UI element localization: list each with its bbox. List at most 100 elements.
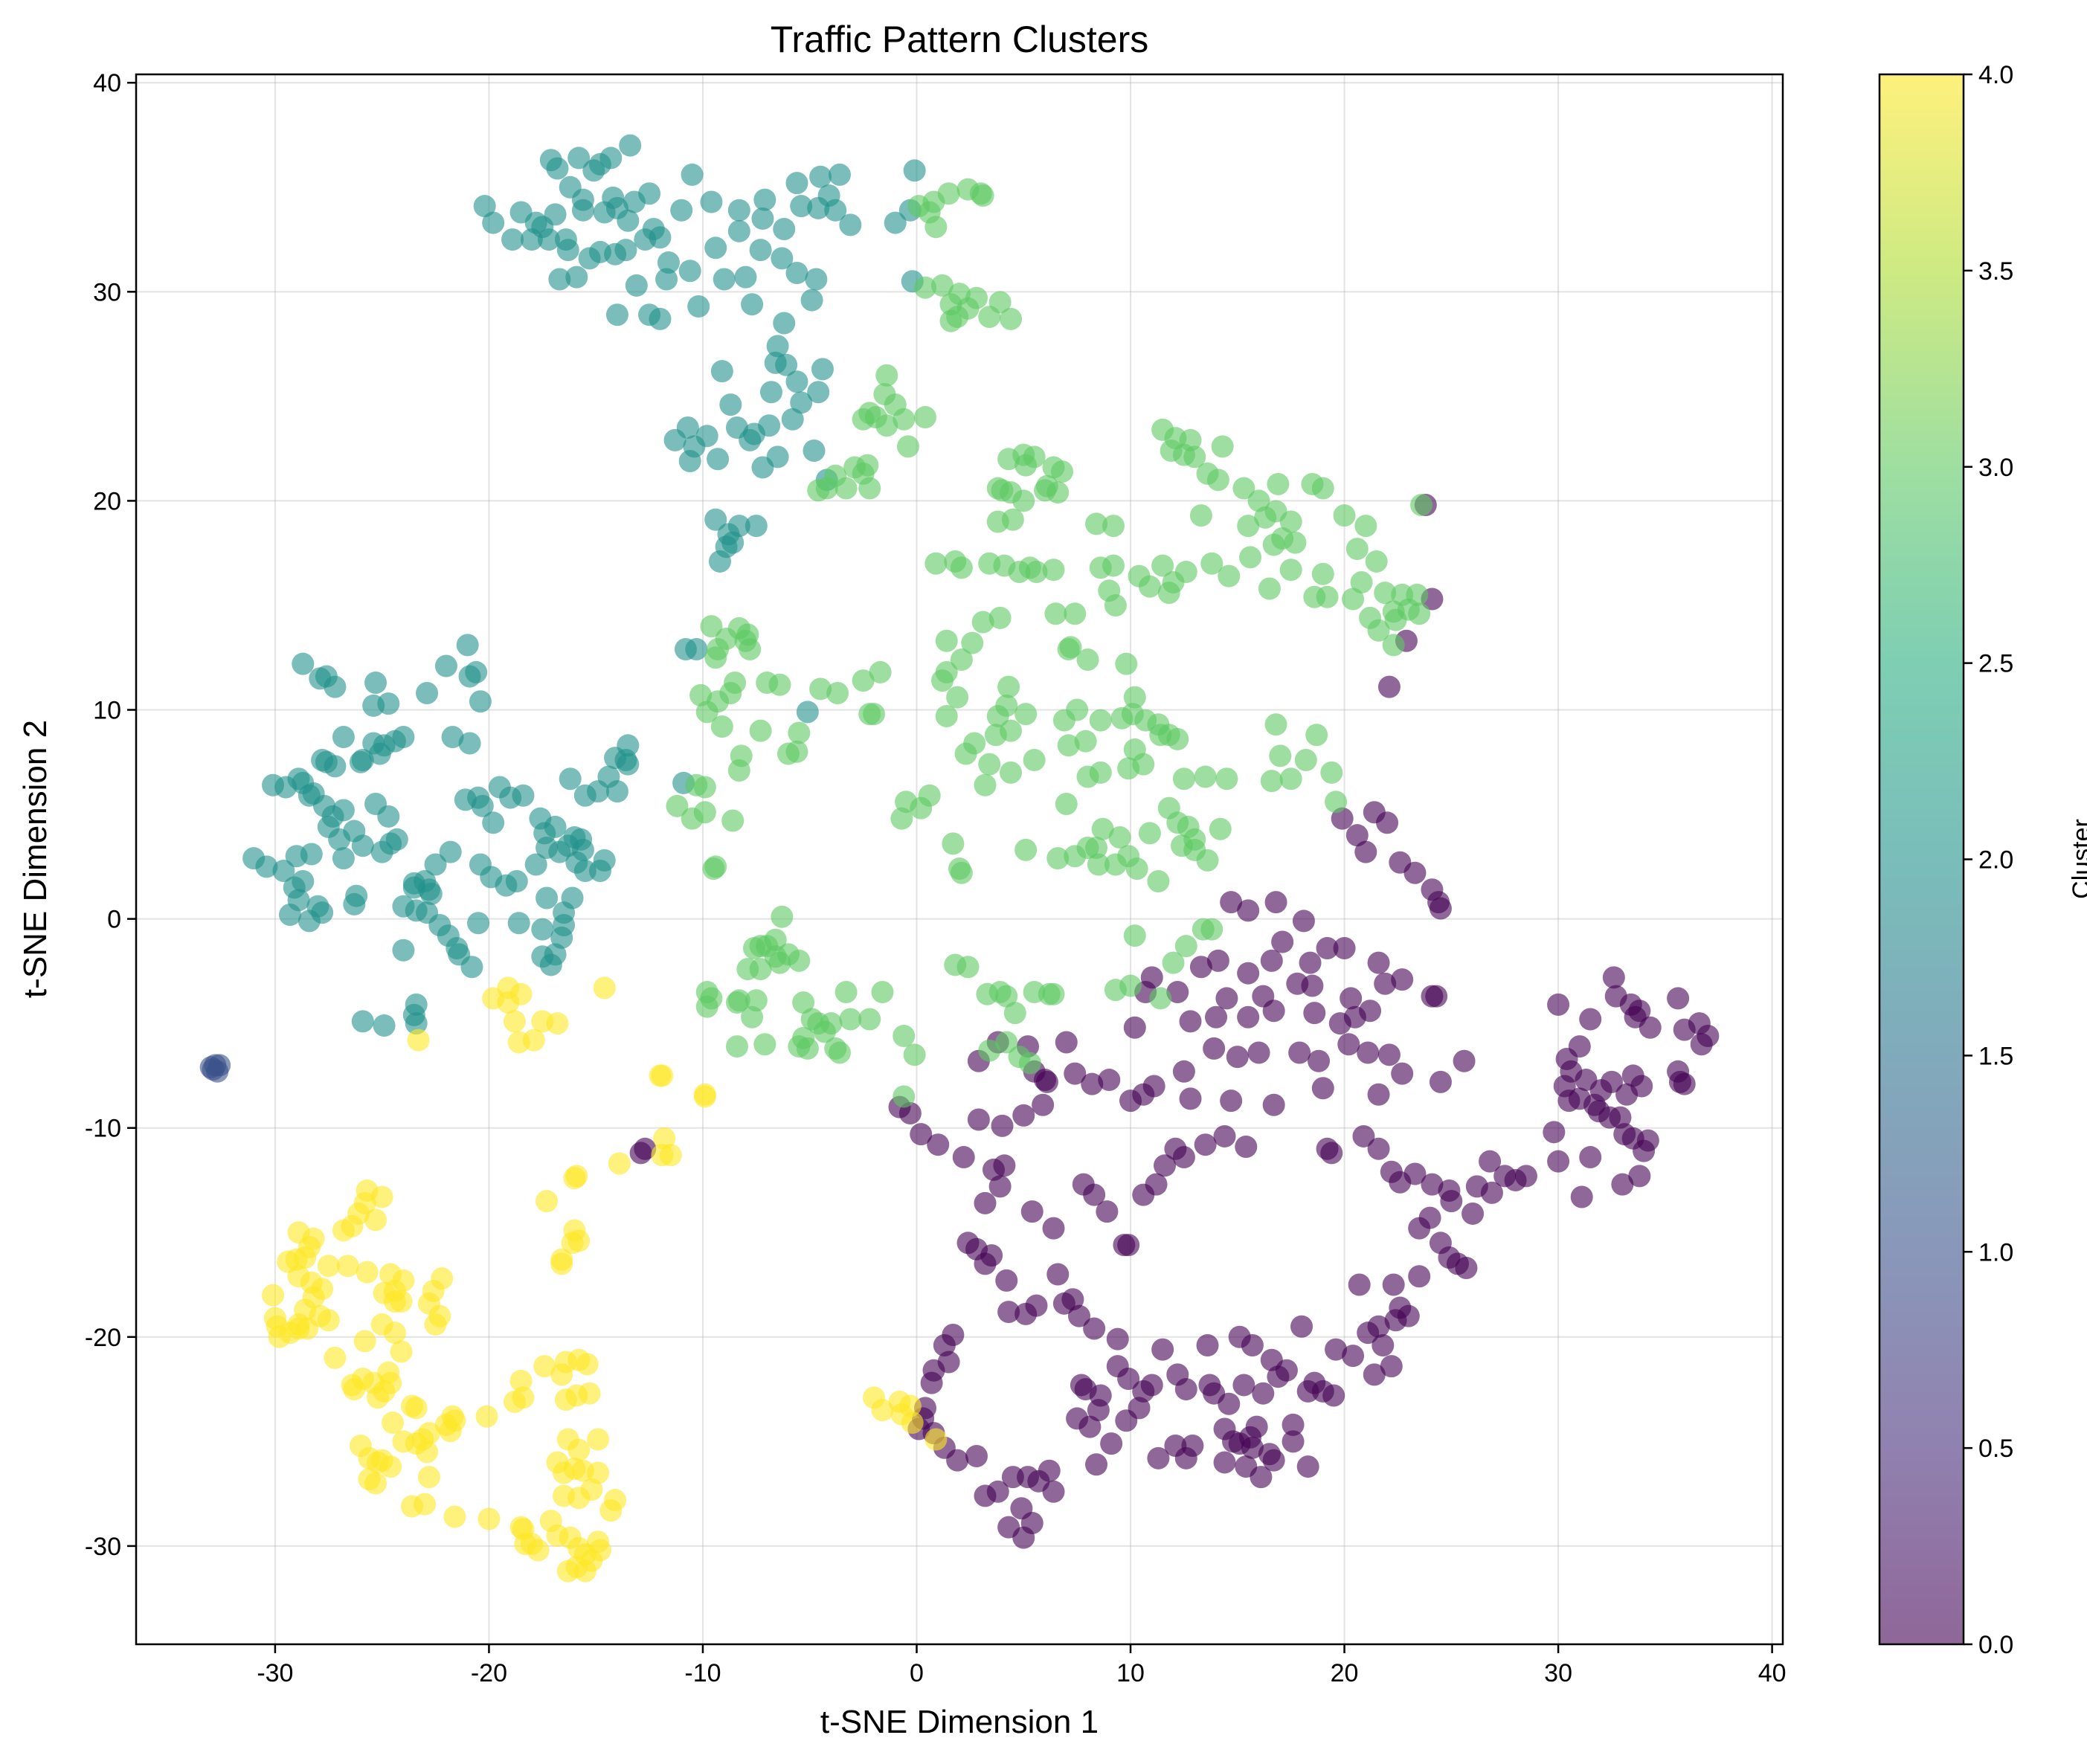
scatter-point-cluster-2 <box>458 732 481 755</box>
colorbar-tick-label: 2.5 <box>1978 650 2013 678</box>
scatter-point-cluster-3 <box>702 857 725 881</box>
scatter-point-cluster-0 <box>1147 1446 1170 1470</box>
scatter-point-cluster-2 <box>405 1012 428 1035</box>
scatter-point-cluster-0 <box>1543 1121 1566 1144</box>
scatter-point-cluster-3 <box>852 669 875 692</box>
scatter-point-cluster-3 <box>944 550 967 573</box>
scatter-point-cluster-3 <box>835 980 858 1003</box>
scatter-point-cluster-2 <box>324 755 347 778</box>
scatter-point-cluster-3 <box>721 809 745 832</box>
scatter-point-cluster-0 <box>991 1114 1014 1137</box>
scatter-point-cluster-3 <box>1311 477 1334 500</box>
scatter-point-cluster-0 <box>1288 1041 1311 1064</box>
scatter-point-cluster-2 <box>790 391 813 414</box>
scatter-point-cluster-3 <box>1102 515 1125 538</box>
scatter-point-cluster-4 <box>443 1505 466 1528</box>
scatter-point-cluster-0 <box>1267 1365 1290 1388</box>
scatter-point-cluster-3 <box>984 724 1007 747</box>
plot-frame <box>135 73 1784 1646</box>
x-tick-label: -10 <box>684 1659 721 1687</box>
scatter-point-cluster-0 <box>1557 1089 1580 1113</box>
scatter-point-cluster-3 <box>1091 817 1114 840</box>
scatter-point-cluster-4 <box>353 1330 376 1353</box>
scatter-point-cluster-2 <box>482 811 505 834</box>
scatter-point-cluster-3 <box>1046 481 1070 504</box>
scatter-point-cluster-2 <box>292 870 315 893</box>
x-tick-label: 30 <box>1544 1659 1572 1687</box>
scatter-points <box>199 134 1720 1583</box>
scatter-point-cluster-3 <box>1279 767 1302 791</box>
scatter-point-cluster-3 <box>956 956 980 979</box>
scatter-point-cluster-3 <box>1211 435 1234 458</box>
scatter-point-cluster-3 <box>893 1025 916 1048</box>
y-tick-label: -30 <box>85 1533 121 1561</box>
scatter-point-cluster-4 <box>332 1219 355 1242</box>
scatter-point-cluster-2 <box>734 265 757 289</box>
scatter-point-cluster-0 <box>1140 1374 1163 1397</box>
scatter-point-cluster-0 <box>1628 1165 1651 1188</box>
scatter-point-cluster-4 <box>382 1411 405 1435</box>
scatter-point-cluster-0 <box>1391 968 1414 991</box>
y-tick-label: 0 <box>107 906 121 934</box>
scatter-point-cluster-0 <box>1154 1154 1177 1177</box>
scatter-point-cluster-3 <box>1001 508 1024 531</box>
colorbar-gradient <box>1879 74 1964 1644</box>
scatter-point-cluster-2 <box>392 939 415 962</box>
scatter-point-cluster-3 <box>700 615 723 638</box>
scatter-point-cluster-2 <box>649 307 672 330</box>
scatter-point-cluster-0 <box>1096 1200 1119 1223</box>
scatter-point-cluster-4 <box>561 1232 584 1255</box>
scatter-point-cluster-3 <box>1284 531 1307 554</box>
scatter-point-cluster-3 <box>935 629 958 652</box>
scatter-point-cluster-2 <box>807 196 830 219</box>
scatter-point-cluster-2 <box>578 247 601 270</box>
scatter-point-cluster-3 <box>741 1005 764 1029</box>
scatter-point-cluster-0 <box>1348 1273 1371 1296</box>
scatter-point-cluster-2 <box>434 654 457 677</box>
scatter-point-cluster-2 <box>561 886 584 910</box>
scatter-point-cluster-4 <box>693 1085 716 1108</box>
scatter-point-cluster-3 <box>693 776 716 799</box>
scatter-point-cluster-4 <box>390 1340 413 1363</box>
scatter-point-cluster-4 <box>576 1353 599 1376</box>
scatter-point-cluster-3 <box>986 477 1009 500</box>
scatter-point-cluster-4 <box>263 1307 286 1330</box>
scatter-point-cluster-3 <box>1123 924 1146 947</box>
scatter-point-cluster-3 <box>820 1012 843 1035</box>
scatter-point-cluster-3 <box>1260 770 1283 793</box>
scatter-point-cluster-0 <box>1374 972 1397 995</box>
scatter-point-cluster-3 <box>1200 552 1223 575</box>
scatter-point-cluster-2 <box>471 794 494 817</box>
scatter-point-cluster-2 <box>567 147 591 170</box>
scatter-point-cluster-2 <box>687 295 710 318</box>
scatter-point-cluster-2 <box>623 190 646 213</box>
scatter-point-cluster-3 <box>1294 748 1317 771</box>
scatter-point-cluster-2 <box>556 239 579 262</box>
scatter-point-cluster-4 <box>383 1322 406 1345</box>
scatter-point-cluster-3 <box>871 980 894 1003</box>
scatter-point-cluster-3 <box>1209 817 1232 840</box>
scatter-point-cluster-0 <box>1164 1137 1187 1160</box>
chart-title: Traffic Pattern Clusters <box>771 19 1149 60</box>
scatter-point-cluster-0 <box>1461 1202 1485 1225</box>
scatter-point-cluster-2 <box>392 726 415 749</box>
scatter-point-cluster-3 <box>1237 515 1260 538</box>
scatter-point-cluster-2 <box>753 188 776 211</box>
scatter-point-cluster-0 <box>1220 1089 1243 1113</box>
scatter-point-cluster-0 <box>1301 974 1324 997</box>
scatter-point-cluster-3 <box>858 1008 881 1031</box>
scatter-point-cluster-3 <box>753 1033 776 1056</box>
scatter-point-cluster-0 <box>1598 1106 1621 1129</box>
scatter-point-cluster-0 <box>1480 1181 1503 1204</box>
scatter-point-cluster-3 <box>1333 504 1356 527</box>
scatter-point-cluster-3 <box>971 611 994 634</box>
scatter-point-cluster-0 <box>1181 1434 1204 1457</box>
scatter-point-cluster-0 <box>1068 1304 1091 1327</box>
scatter-point-cluster-4 <box>573 1559 596 1583</box>
scatter-point-cluster-4 <box>356 1261 379 1284</box>
scatter-point-cluster-2 <box>727 199 750 222</box>
scatter-point-cluster-3 <box>1365 550 1388 573</box>
scatter-point-cluster-3 <box>893 1085 916 1108</box>
scatter-point-cluster-2 <box>458 665 481 688</box>
scatter-point-cluster-4 <box>924 1428 948 1451</box>
